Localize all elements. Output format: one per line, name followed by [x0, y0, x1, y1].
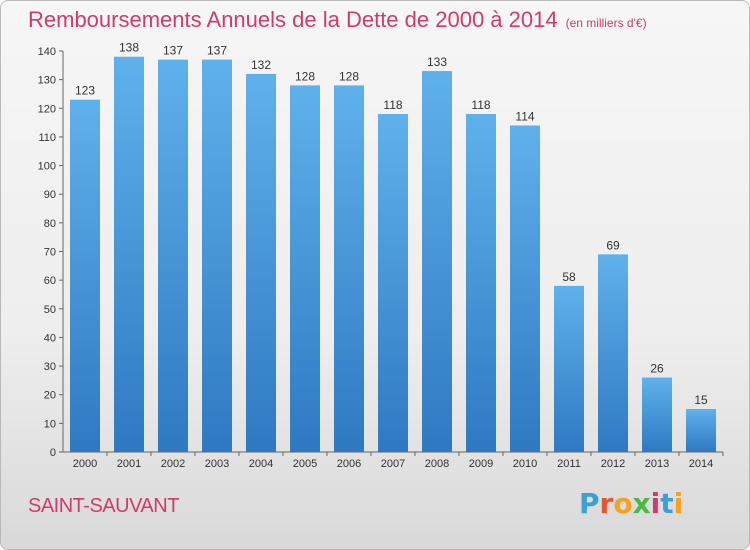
- bar: [114, 56, 144, 452]
- bar: [70, 99, 100, 452]
- y-tick-label: 100: [38, 161, 56, 173]
- bar-value-label: 138: [119, 41, 139, 55]
- x-tick-label: 2000: [73, 458, 97, 470]
- chart-title: Remboursements Annuels de la Dette de 20…: [28, 7, 647, 33]
- bar-value-label: 118: [383, 98, 402, 112]
- x-tick-label: 2008: [425, 458, 449, 470]
- logo-letter: P: [579, 487, 600, 520]
- bar: [642, 377, 672, 452]
- bar-value-label: 132: [251, 58, 271, 72]
- x-tick-label: 2012: [601, 458, 625, 470]
- y-tick-label: 110: [38, 132, 56, 144]
- y-tick-label: 140: [38, 46, 56, 58]
- logo-letter: t: [660, 487, 674, 520]
- bar: [334, 85, 364, 452]
- x-tick-label: 2003: [205, 458, 229, 470]
- x-tick-label: 2009: [469, 458, 493, 470]
- bar-value-label: 133: [427, 55, 447, 69]
- bar-value-label: 137: [207, 44, 227, 58]
- logo-letter: i: [673, 487, 684, 520]
- bar: [554, 285, 584, 452]
- bar: [510, 125, 540, 452]
- y-tick-label: 30: [44, 361, 56, 373]
- logo-letter: i: [650, 487, 661, 520]
- bar-value-label: 123: [75, 84, 95, 98]
- bar-value-label: 128: [295, 69, 315, 83]
- y-tick-label: 20: [44, 390, 56, 402]
- x-tick-label: 2002: [161, 458, 185, 470]
- x-tick-label: 2010: [513, 458, 537, 470]
- bar: [598, 254, 628, 452]
- bar: [290, 85, 320, 452]
- bar-value-label: 15: [694, 393, 708, 407]
- bar: [466, 114, 496, 452]
- y-tick-label: 80: [44, 218, 56, 230]
- x-tick-label: 2004: [249, 458, 273, 470]
- y-tick-label: 0: [50, 447, 56, 459]
- logo-letter: o: [613, 487, 633, 520]
- bar: [686, 409, 716, 452]
- commune-name: SAINT-SAUVANT: [28, 495, 179, 517]
- proxiti-logo: Proxiti: [579, 487, 683, 520]
- y-tick-label: 40: [44, 332, 56, 344]
- bar-value-label: 69: [606, 238, 620, 252]
- unit-label: (en milliers d'€): [565, 16, 647, 30]
- y-tick-label: 60: [44, 275, 56, 287]
- logo-letter: x: [632, 487, 651, 520]
- x-tick-label: 2007: [381, 458, 405, 470]
- bar: [246, 73, 276, 453]
- x-tick-label: 2013: [645, 458, 669, 470]
- y-tick-label: 70: [44, 247, 56, 259]
- bar: [378, 114, 408, 452]
- bar: [202, 59, 232, 452]
- bar-value-label: 118: [471, 98, 490, 112]
- bar: [422, 71, 452, 453]
- bar-value-label: 128: [339, 69, 359, 83]
- y-tick-label: 120: [38, 103, 56, 115]
- bar-value-label: 114: [515, 109, 534, 123]
- y-tick-label: 130: [38, 75, 56, 87]
- x-tick-label: 2014: [689, 458, 713, 470]
- x-tick-label: 2006: [337, 458, 361, 470]
- bar-value-label: 137: [163, 44, 183, 58]
- x-tick-label: 2005: [293, 458, 317, 470]
- title-text: Remboursements Annuels de la Dette de 20…: [28, 7, 558, 32]
- bar: [158, 59, 188, 452]
- x-tick-label: 2011: [557, 458, 581, 470]
- x-tick-label: 2001: [117, 458, 141, 470]
- logo-letter: r: [599, 487, 614, 520]
- y-tick-label: 50: [44, 304, 56, 316]
- bar-value-label: 58: [562, 270, 576, 284]
- y-tick-label: 10: [44, 418, 56, 430]
- bar-value-label: 26: [650, 362, 664, 376]
- y-tick-label: 90: [44, 189, 56, 201]
